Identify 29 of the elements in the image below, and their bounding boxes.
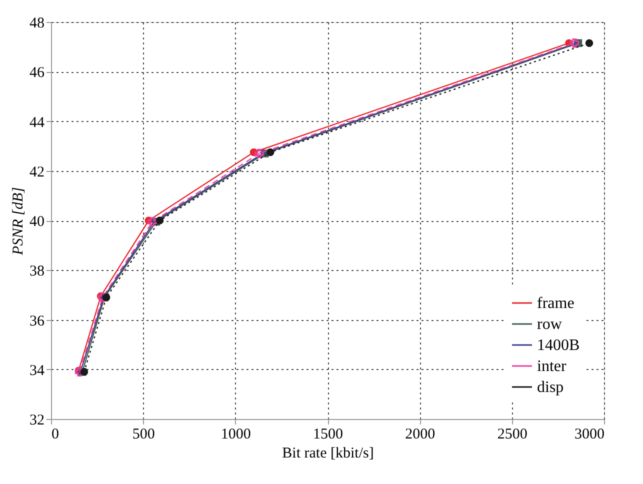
y-axis-title: PSNR [dB] bbox=[10, 186, 26, 256]
y-tick-label: 32 bbox=[30, 412, 44, 428]
y-tick-label: 38 bbox=[30, 264, 44, 280]
point bbox=[156, 216, 164, 224]
y-tick-label: 42 bbox=[30, 164, 44, 180]
x-tick-label: 1500 bbox=[313, 426, 343, 442]
x-tick-label: 2500 bbox=[497, 426, 528, 442]
point bbox=[266, 148, 274, 156]
legend-label: row bbox=[537, 316, 562, 333]
x-tick-label: 500 bbox=[132, 426, 155, 442]
y-tick-label: 40 bbox=[30, 214, 44, 230]
x-tick-label: 2000 bbox=[405, 426, 436, 442]
y-tick-label: 34 bbox=[30, 362, 45, 379]
y-tick-label: 44 bbox=[30, 114, 45, 131]
x-tick-label: 0 bbox=[52, 426, 59, 442]
y-tick-label: 48 bbox=[30, 16, 44, 32]
x-axis-title: Bit rate [kbit/s] bbox=[282, 446, 374, 462]
point bbox=[570, 38, 580, 48]
legend-label: frame bbox=[537, 295, 574, 312]
y-tick-label: 46 bbox=[30, 65, 45, 82]
x-tick-label: 1000 bbox=[220, 426, 251, 442]
point bbox=[254, 148, 264, 158]
point bbox=[148, 217, 158, 226]
legend-label: inter bbox=[537, 358, 567, 375]
legend-label: disp bbox=[537, 379, 564, 396]
x-tick-label: 3000 bbox=[574, 426, 604, 442]
point bbox=[585, 39, 594, 47]
y-tick-label: 36 bbox=[30, 313, 45, 330]
legend-label: 1400B bbox=[537, 337, 580, 354]
